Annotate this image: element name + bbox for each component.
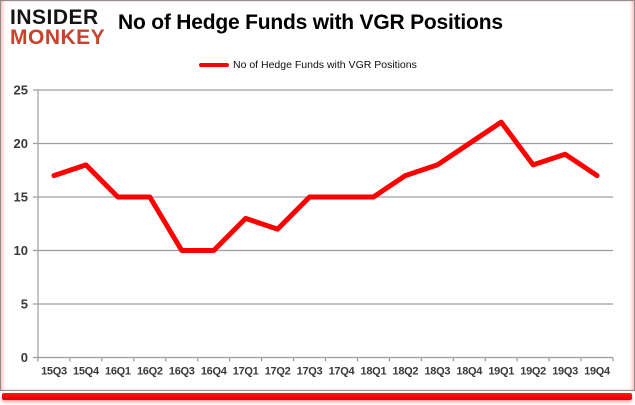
insider-monkey-logo: INSIDER MONKEY [10,6,106,49]
x-tick-label: 17Q2 [265,366,291,378]
x-tick-label: 17Q1 [233,366,259,378]
x-tick-label: 19Q1 [488,366,514,378]
x-tick-label: 16Q1 [105,366,131,378]
x-tick-label: 18Q3 [424,366,450,378]
x-tick-label: 19Q3 [552,366,578,378]
x-tick-label: 16Q4 [201,366,228,378]
x-tick-label: 16Q2 [137,366,163,378]
y-tick-label: 20 [14,136,28,151]
x-tick-label: 15Q4 [73,366,100,378]
y-tick-label: 25 [14,83,28,98]
legend-line-swatch-icon [199,62,229,68]
x-tick-label: 18Q2 [393,366,419,378]
x-tick-label: 18Q4 [456,366,483,378]
legend-label: No of Hedge Funds with VGR Positions [233,59,417,71]
y-tick-label: 0 [21,350,28,365]
legend: No of Hedge Funds with VGR Positions [199,59,417,71]
logo-text-monkey: MONKEY [10,25,106,49]
bottom-red-bar [2,393,632,400]
chart-panel: INSIDER MONKEY No of Hedge Funds with VG… [0,0,635,391]
y-tick-label: 5 [21,297,28,312]
series-line [51,119,600,253]
x-tick-label: 16Q3 [169,366,195,378]
x-tick-label: 15Q3 [41,366,67,378]
y-tick-label: 10 [14,243,28,258]
x-tick-label: 19Q4 [584,366,611,378]
x-tick-label: 17Q4 [329,366,356,378]
x-tick-label: 17Q3 [297,366,323,378]
line-chart-canvas: 0 5 10 15 20 25 15Q3 15Q4 16Q1 16Q2 16Q3 16Q4 17Q1 17… [14,83,614,378]
y-tick-label: 15 [14,190,28,205]
logo-text-insider: INSIDER [10,6,99,29]
x-tick-label: 18Q1 [361,366,387,378]
chart-title: No of Hedge Funds with VGR Positions [118,11,503,34]
x-tick-label: 19Q2 [520,366,546,378]
